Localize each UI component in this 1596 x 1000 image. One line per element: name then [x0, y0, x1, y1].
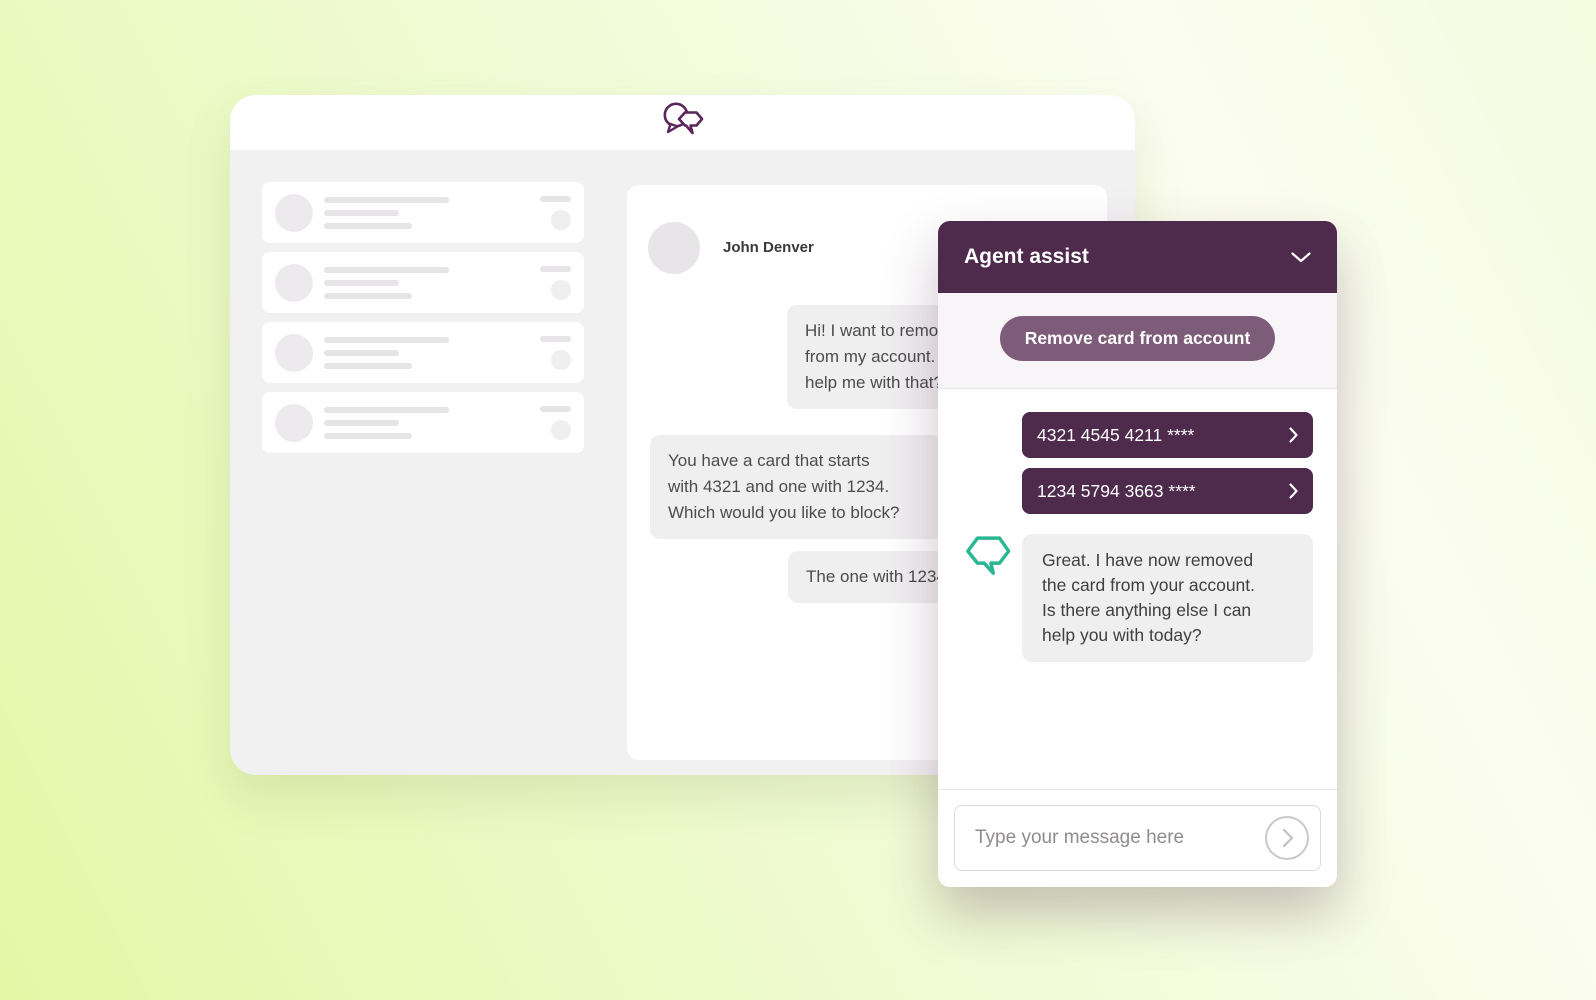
intent-chip[interactable]: Remove card from account	[999, 316, 1276, 361]
assistant-bubble-icon	[964, 531, 1012, 582]
card-number: 4321 4545 4211 ****	[1037, 424, 1195, 445]
contact-name: John Denver	[723, 239, 814, 256]
card-option-button-1[interactable]: 4321 4545 4211 ****	[1022, 412, 1313, 458]
avatar-placeholder	[275, 403, 313, 442]
suggested-reply[interactable]: Great. I have now removed the card from …	[1022, 534, 1313, 662]
text-placeholder	[324, 292, 412, 299]
text-placeholder	[324, 362, 412, 369]
text-placeholder	[324, 266, 449, 273]
text-placeholder	[324, 419, 399, 426]
text-placeholder	[324, 406, 449, 413]
conversation-list-item[interactable]	[262, 252, 584, 313]
text-placeholder	[324, 349, 399, 356]
app-header	[230, 95, 1135, 150]
agent-assist-panel: Agent assist Remove card from account 43…	[938, 221, 1337, 887]
text-placeholder	[324, 432, 412, 439]
message-compose-area	[938, 789, 1337, 887]
chevron-right-icon	[1289, 427, 1298, 443]
timestamp-placeholder	[540, 335, 571, 342]
agent-assist-title: Agent assist	[964, 245, 1089, 268]
timestamp-placeholder	[540, 195, 571, 202]
card-number: 1234 5794 3663 ****	[1037, 480, 1196, 501]
conversation-list-item[interactable]	[262, 322, 584, 383]
agent-assist-body: 4321 4545 4211 **** 1234 5794 3663 **** …	[938, 389, 1337, 789]
badge-placeholder	[551, 349, 571, 370]
text-placeholder	[324, 336, 449, 343]
conversation-list-item[interactable]	[262, 392, 584, 453]
badge-placeholder	[551, 209, 571, 230]
message-input[interactable]	[975, 827, 1264, 849]
text-placeholder	[324, 196, 449, 203]
agent-message: You have a card that starts with 4321 an…	[650, 435, 942, 539]
chevron-down-icon[interactable]	[1291, 251, 1311, 263]
text-placeholder	[324, 279, 399, 286]
badge-placeholder	[551, 419, 571, 440]
badge-placeholder	[551, 279, 571, 300]
contact-avatar	[648, 222, 700, 274]
send-button[interactable]	[1264, 815, 1310, 861]
agent-assist-header: Agent assist	[938, 221, 1337, 293]
timestamp-placeholder	[540, 405, 571, 412]
text-placeholder	[324, 222, 412, 229]
timestamp-placeholder	[540, 265, 571, 272]
conversation-list	[262, 182, 584, 462]
chat-bubbles-logo-icon	[661, 100, 705, 145]
avatar-placeholder	[275, 193, 313, 232]
card-option-button-2[interactable]: 1234 5794 3663 ****	[1022, 468, 1313, 514]
intent-bar: Remove card from account	[938, 293, 1337, 389]
chevron-right-icon	[1289, 483, 1298, 499]
text-placeholder	[324, 209, 399, 216]
avatar-placeholder	[275, 263, 313, 302]
message-input-container	[954, 805, 1321, 871]
avatar-placeholder	[275, 333, 313, 372]
conversation-list-item[interactable]	[262, 182, 584, 243]
